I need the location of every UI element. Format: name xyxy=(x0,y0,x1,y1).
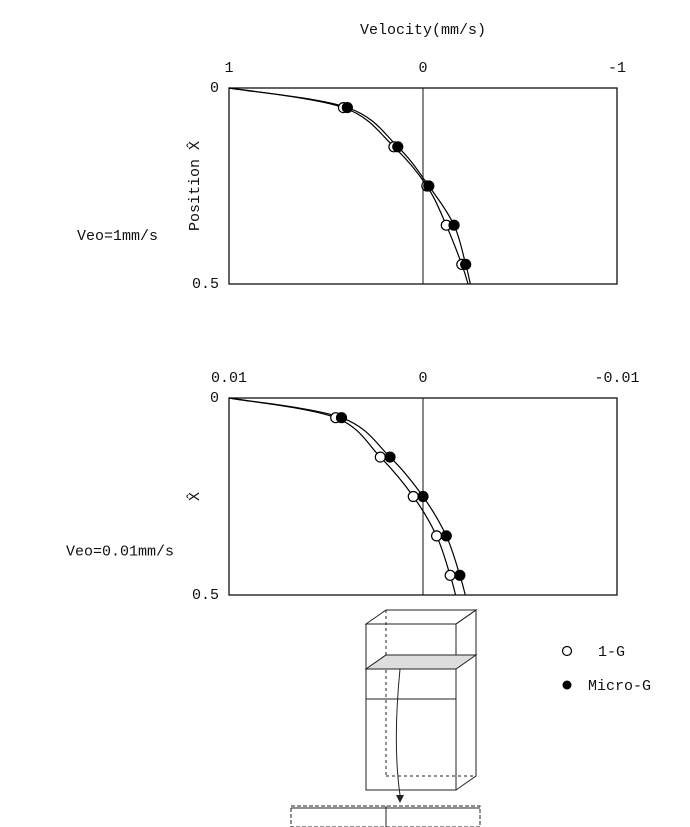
legend-marker xyxy=(563,681,572,690)
y-tick-label: 0.5 xyxy=(192,587,219,604)
data-point xyxy=(432,531,442,541)
x-tick-label: -0.01 xyxy=(594,370,639,387)
figure: Velocity(mm/s) 1-G Micro-G 10-100.5Posit… xyxy=(0,0,690,827)
data-point xyxy=(342,103,352,113)
data-point xyxy=(445,570,455,580)
x-tick-label: -1 xyxy=(608,60,626,77)
data-point xyxy=(393,142,403,152)
y-tick-label: 0 xyxy=(210,390,219,407)
y-tick-label: 0.5 xyxy=(192,276,219,293)
legend-label: Micro-G xyxy=(588,678,651,695)
data-point xyxy=(461,259,471,269)
data-point xyxy=(375,452,385,462)
side-annotation: Veo=0.01mm/s xyxy=(66,543,174,560)
data-point xyxy=(441,531,451,541)
data-point xyxy=(385,452,395,462)
y-axis-label: X̂ xyxy=(186,492,204,501)
legend-marker xyxy=(563,647,572,656)
side-annotation: Veo=1mm/s xyxy=(77,228,158,245)
chart-title: Velocity(mm/s) xyxy=(360,22,486,39)
x-tick-label: 1 xyxy=(224,60,233,77)
y-tick-label: 0 xyxy=(210,80,219,97)
data-point xyxy=(337,413,347,423)
data-point xyxy=(408,492,418,502)
data-point xyxy=(418,492,428,502)
x-tick-label: 0 xyxy=(418,60,427,77)
legend-label: 1-G xyxy=(598,644,625,661)
data-point xyxy=(424,181,434,191)
specimen-illustration xyxy=(291,610,480,827)
x-tick-label: 0 xyxy=(418,370,427,387)
data-point xyxy=(449,220,459,230)
fit-curve xyxy=(229,398,465,595)
data-point xyxy=(455,570,465,580)
y-axis-label: Position X̂ xyxy=(186,141,204,231)
x-tick-label: 0.01 xyxy=(211,370,247,387)
